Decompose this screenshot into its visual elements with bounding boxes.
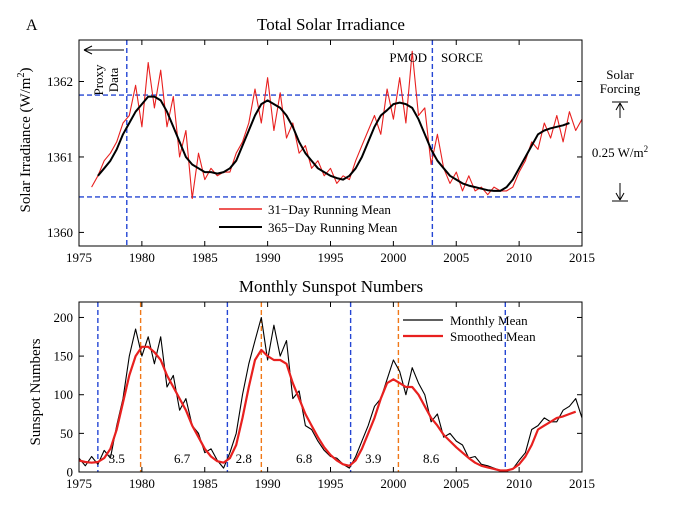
tsi-xtick-label: 1975 bbox=[66, 250, 92, 265]
forcing-label-1: Solar bbox=[606, 67, 634, 82]
sunspot-xtick-label: 1995 bbox=[318, 476, 344, 491]
sunspot-ytick-label: 0 bbox=[67, 465, 74, 480]
pmod-label: PMOD bbox=[389, 50, 427, 65]
sunspot-ytick-label: 150 bbox=[54, 349, 74, 364]
legend-label-365day: 365−Day Running Mean bbox=[268, 220, 398, 235]
tsi-xtick-label: 1990 bbox=[255, 250, 281, 265]
panel-label: A bbox=[26, 17, 38, 34]
sunspot-xtick-label: 1975 bbox=[66, 476, 92, 491]
tsi-xtick-label: 2005 bbox=[443, 250, 469, 265]
cycle-phase-label: 2.8 bbox=[236, 451, 252, 466]
forcing-value: 0.25 W/m2 bbox=[592, 144, 648, 160]
sunspot-smoothed-series bbox=[78, 345, 577, 472]
tsi-xtick-label: 2015 bbox=[569, 250, 595, 265]
solar-forcing-annotation: Solar Forcing 0.25 W/m2 bbox=[592, 67, 648, 202]
legend-label-smoothed: Smoothed Mean bbox=[450, 329, 536, 344]
tsi-panel: Total Solar Irradiance Solar Irradiance … bbox=[16, 15, 648, 265]
legend-label-31day: 31−Day Running Mean bbox=[268, 202, 391, 217]
sunspot-panel: Monthly Sunspot Numbers Sunspot Numbers … bbox=[28, 277, 595, 491]
tsi-ytick-label: 1362 bbox=[47, 74, 73, 89]
sunspot-xtick-label: 2015 bbox=[569, 476, 595, 491]
down-arrow-icon bbox=[615, 192, 625, 201]
sunspot-ytick-label: 100 bbox=[54, 387, 74, 402]
sunspot-ytick-label: 200 bbox=[54, 310, 74, 325]
tsi-ytick-label: 1361 bbox=[47, 149, 73, 164]
sunspot-title: Monthly Sunspot Numbers bbox=[239, 277, 423, 296]
sunspot-xtick-label: 2010 bbox=[506, 476, 532, 491]
tsi-xtick-label: 2000 bbox=[380, 250, 406, 265]
tsi-xtick-label: 1995 bbox=[318, 250, 344, 265]
tsi-ytick-label: 1360 bbox=[47, 225, 73, 240]
cycle-phase-label: 6.8 bbox=[296, 451, 312, 466]
legend-label-monthly: Monthly Mean bbox=[450, 313, 528, 328]
sunspot-ylabel: Sunspot Numbers bbox=[28, 338, 44, 445]
tsi-xtick-label: 2010 bbox=[506, 250, 532, 265]
tsi-ylabel: Solar Irradiance (W/m2) bbox=[16, 68, 34, 213]
sunspot-xtick-label: 1990 bbox=[255, 476, 281, 491]
sunspot-xtick-label: 1980 bbox=[129, 476, 155, 491]
up-arrow-icon bbox=[615, 102, 625, 111]
sunspot-ytick-label: 50 bbox=[60, 426, 73, 441]
cycle-phase-label: 3.9 bbox=[365, 451, 381, 466]
sorce-label: SORCE bbox=[441, 50, 483, 65]
tsi-xtick-label: 1985 bbox=[192, 250, 218, 265]
cycle-phase-label: 8.6 bbox=[423, 451, 440, 466]
proxy-label-1: Proxy bbox=[91, 64, 106, 96]
sunspot-xtick-label: 2000 bbox=[380, 476, 406, 491]
tsi-365day-series bbox=[97, 95, 570, 192]
forcing-label-2: Forcing bbox=[600, 81, 641, 96]
proxy-arrow-icon bbox=[83, 45, 93, 55]
tsi-title: Total Solar Irradiance bbox=[257, 15, 405, 34]
tsi-xtick-label: 1980 bbox=[129, 250, 155, 265]
proxy-label-2: Data bbox=[106, 68, 121, 93]
sunspot-xtick-label: 1985 bbox=[192, 476, 218, 491]
cycle-phase-label: 6.7 bbox=[174, 451, 191, 466]
sunspot-xtick-label: 2005 bbox=[443, 476, 469, 491]
sunspot-legend: Monthly Mean Smoothed Mean bbox=[403, 313, 536, 344]
cycle-phase-label: 3.5 bbox=[109, 451, 125, 466]
tsi-legend: 31−Day Running Mean 365−Day Running Mean bbox=[219, 202, 398, 235]
proxy-annotation: Proxy Data bbox=[83, 45, 124, 96]
tsi-31day-series bbox=[91, 50, 583, 200]
